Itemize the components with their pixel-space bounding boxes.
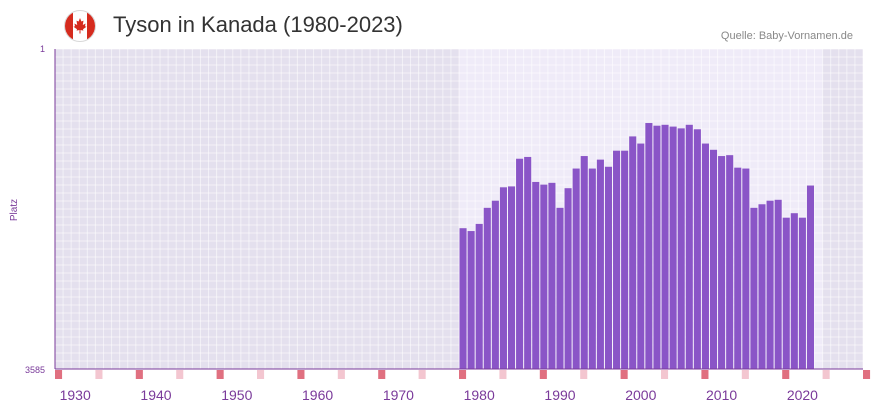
year-marker-1988 — [539, 370, 547, 379]
year-marker-1973 — [418, 370, 426, 379]
year-marker-1948 — [216, 370, 224, 379]
bar-2011 — [726, 155, 734, 369]
bar-2001 — [645, 123, 653, 370]
bar-1989 — [548, 182, 556, 369]
bar-1979 — [467, 231, 475, 369]
source-link[interactable]: Quelle: Baby-Vornamen.de — [720, 30, 853, 42]
y-label-top: 1 — [40, 44, 45, 54]
bar-2021 — [806, 185, 815, 369]
bar-1998 — [621, 150, 629, 369]
bar-1991 — [564, 188, 572, 369]
x-tick-label: 1930 — [60, 387, 91, 403]
x-tick-label: 1970 — [383, 387, 414, 403]
year-marker-2028 — [863, 370, 871, 379]
bar-1982 — [491, 200, 499, 369]
bar-1994 — [588, 168, 596, 369]
y-axis-title: Platz — [9, 199, 20, 221]
year-marker-2023 — [822, 370, 830, 379]
bar-2003 — [661, 124, 669, 369]
bar-2004 — [669, 126, 677, 369]
year-marker-1958 — [297, 370, 305, 379]
year-marker-1938 — [135, 370, 143, 379]
year-marker-2013 — [741, 370, 749, 379]
year-marker-1953 — [257, 370, 265, 379]
year-marker-1943 — [176, 370, 184, 379]
bar-1996 — [604, 166, 613, 369]
bar-1985 — [516, 158, 524, 369]
bar-2012 — [734, 167, 742, 369]
bar-1997 — [613, 150, 621, 369]
year-marker-1998 — [620, 370, 628, 379]
x-tick-label: 2000 — [625, 387, 656, 403]
x-tick-label: 1980 — [464, 387, 495, 403]
bar-2006 — [685, 124, 693, 369]
bar-2017 — [774, 199, 782, 369]
bar-1980 — [475, 223, 483, 369]
canada-flag-icon — [64, 10, 96, 47]
year-marker-1993 — [580, 370, 588, 379]
bar-2002 — [653, 125, 661, 369]
x-tick-label: 1990 — [544, 387, 575, 403]
bar-2015 — [758, 204, 766, 369]
bar-1992 — [572, 168, 580, 369]
bar-2014 — [750, 207, 758, 369]
y-label-bottom: 3585 — [25, 365, 45, 375]
year-marker-1928 — [55, 370, 63, 379]
year-marker-2018 — [782, 370, 790, 379]
year-marker-1968 — [378, 370, 386, 379]
bar-1984 — [507, 186, 516, 369]
bar-2018 — [782, 217, 790, 369]
bar-2008 — [701, 143, 709, 369]
bar-2000 — [637, 143, 645, 369]
bar-1993 — [580, 156, 588, 369]
x-tick-label: 2010 — [706, 387, 737, 403]
bar-2013 — [742, 168, 750, 369]
bar-1981 — [483, 207, 491, 369]
bar-1990 — [556, 207, 564, 369]
bar-1983 — [499, 187, 507, 369]
bar-1978 — [459, 228, 467, 369]
year-marker-2003 — [661, 370, 669, 379]
bar-2005 — [677, 128, 685, 369]
chart-title: Tyson in Kanada (1980-2023) — [113, 12, 403, 37]
bar-2020 — [798, 217, 806, 369]
bar-1995 — [596, 159, 604, 369]
bar-2019 — [790, 213, 798, 369]
x-tick-label: 1960 — [302, 387, 333, 403]
year-marker-1978 — [459, 370, 467, 379]
year-marker-1933 — [95, 370, 103, 379]
year-marker-2008 — [701, 370, 709, 379]
bar-1988 — [540, 184, 548, 369]
year-marker-1983 — [499, 370, 507, 379]
bar-1986 — [524, 156, 532, 369]
x-tick-label: 2020 — [787, 387, 818, 403]
bar-1987 — [532, 181, 540, 369]
bar-2009 — [709, 149, 718, 369]
x-tick-label: 1940 — [140, 387, 171, 403]
bar-2007 — [693, 129, 701, 369]
bar-2010 — [718, 156, 726, 369]
x-tick-label: 1950 — [221, 387, 252, 403]
bar-2016 — [766, 200, 774, 369]
year-marker-1963 — [337, 370, 345, 379]
bar-1999 — [629, 136, 637, 369]
